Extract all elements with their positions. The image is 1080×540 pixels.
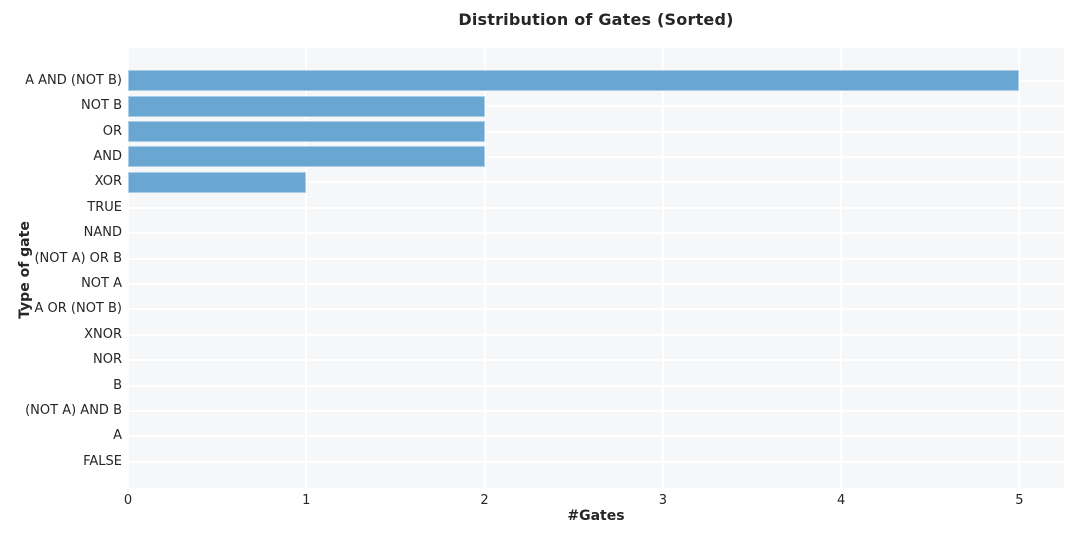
x-tick-label: 3: [658, 493, 667, 508]
y-tick-label: NOT A: [81, 275, 122, 291]
x-tick-label: 4: [837, 493, 846, 508]
h-gridline: [128, 333, 1064, 336]
v-gridline: [127, 48, 129, 488]
x-axis-label: #Gates: [567, 508, 625, 524]
y-tick-label: A OR (NOT B): [34, 301, 122, 317]
y-tick-label: XNOR: [84, 326, 122, 342]
y-tick-label: AND: [93, 148, 122, 164]
h-gridline: [128, 435, 1064, 438]
y-tick-label: NAND: [83, 225, 122, 241]
y-tick-label: XOR: [94, 174, 122, 190]
plot-area: [127, 48, 1064, 488]
h-gridline: [128, 181, 1064, 184]
bar-and: [128, 146, 485, 168]
v-gridline: [1018, 48, 1021, 488]
h-gridline: [128, 384, 1064, 387]
bar-not-b: [128, 95, 485, 117]
v-gridline: [305, 48, 308, 488]
h-gridline: [128, 105, 1064, 108]
chart-title: Distribution of Gates (Sorted): [458, 10, 734, 29]
h-gridline: [128, 359, 1064, 362]
h-gridline: [128, 206, 1064, 209]
h-gridline: [128, 257, 1064, 260]
y-tick-label: NOT B: [81, 98, 122, 114]
h-gridline: [128, 282, 1064, 285]
h-gridline: [128, 232, 1064, 235]
x-tick-label: 1: [302, 493, 311, 508]
y-tick-label: NOR: [93, 352, 122, 368]
v-gridline: [840, 48, 843, 488]
x-tick-label: 2: [480, 493, 489, 508]
v-gridline: [483, 48, 486, 488]
x-tick-label: 5: [1015, 493, 1024, 508]
h-gridline: [128, 130, 1064, 133]
h-gridline: [128, 308, 1064, 311]
bar-or: [128, 121, 485, 142]
y-tick-label: (NOT A) OR B: [34, 250, 122, 266]
y-tick-label: OR: [102, 123, 122, 139]
y-tick-label: TRUE: [87, 199, 122, 215]
y-tick-label: B: [113, 377, 122, 393]
h-gridline: [128, 155, 1064, 158]
bar-xor: [128, 171, 307, 193]
y-tick-label: A: [113, 428, 122, 444]
y-tick-label: FALSE: [83, 453, 122, 469]
y-tick-label: A AND (NOT B): [25, 72, 122, 88]
h-gridline: [128, 460, 1064, 463]
bar-a-and-not-b: [128, 70, 1020, 92]
y-tick-label: (NOT A) AND B: [25, 402, 122, 418]
v-gridline: [661, 48, 664, 488]
x-tick-label: 0: [123, 493, 133, 508]
h-gridline: [128, 409, 1064, 412]
